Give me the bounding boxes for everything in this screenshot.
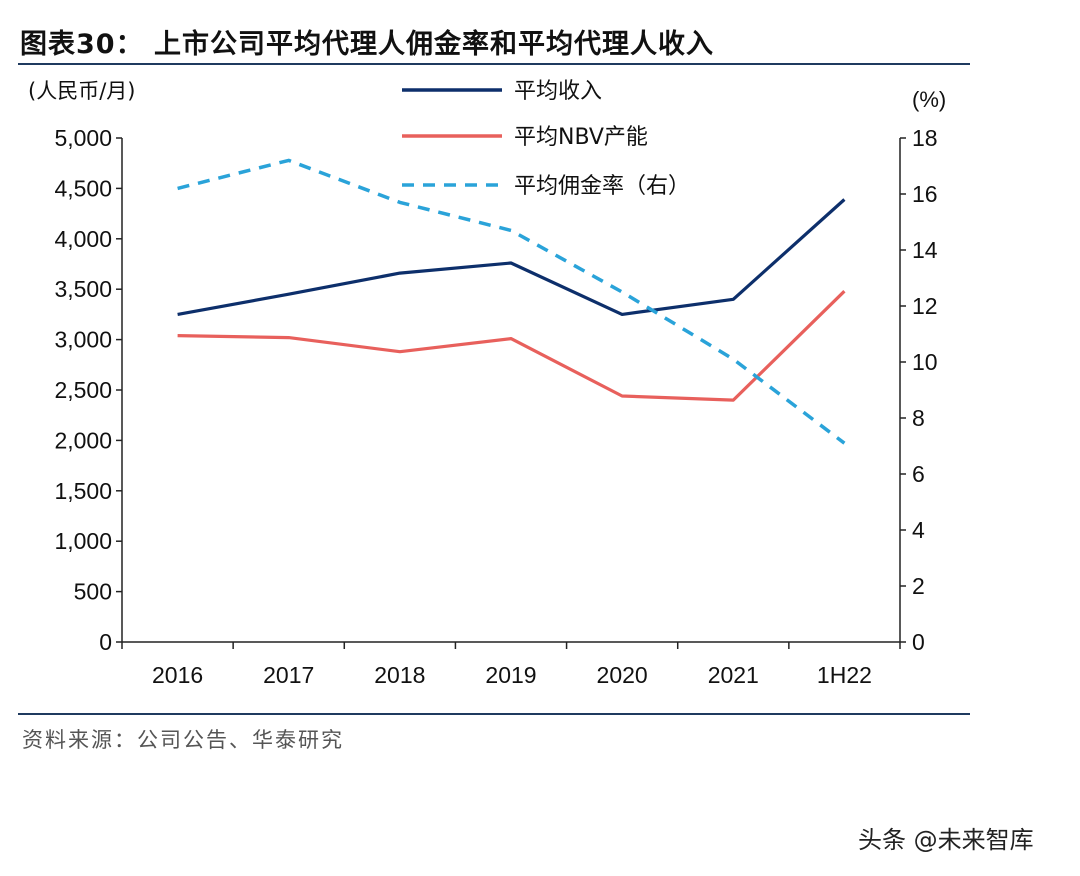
right-axis-unit-label: (%)	[912, 87, 946, 112]
left-axis-tick-label: 3,500	[54, 276, 112, 302]
left-axis-tick-label: 500	[74, 579, 112, 605]
line-chart: 0 500 1,000 1,500 2,000 2,500 3,000 3,500 4,000 4…	[28, 79, 946, 688]
x-axis-tick-label: 2016	[152, 662, 203, 688]
right-axis-tick-label: 14	[912, 237, 938, 263]
axes: 0 500 1,000 1,500 2,000 2,500 3,000 3,500 4,000 4…	[54, 125, 937, 688]
x-axis-tick-label: 2017	[263, 662, 314, 688]
right-axis-tick-label: 6	[912, 461, 925, 487]
legend-label: 平均收入	[514, 79, 602, 104]
watermark-text: 头条 @未来智库	[858, 826, 1034, 854]
right-axis-tick-label: 10	[912, 349, 938, 375]
left-axis-tick-label: 1,000	[54, 528, 112, 554]
right-axis-tick-label: 4	[912, 517, 925, 543]
left-axis-tick-label: 2,500	[54, 377, 112, 403]
left-axis-tick-label: 0	[99, 629, 112, 655]
x-axis-tick-label: 2020	[597, 662, 648, 688]
right-axis-tick-label: 18	[912, 125, 938, 151]
bottom-rule	[18, 713, 970, 715]
left-axis-unit-label: (人民币/月)	[28, 79, 135, 103]
right-axis-tick-label: 16	[912, 181, 938, 207]
x-axis-tick-label: 2018	[374, 662, 425, 688]
legend-label: 平均佣金率（右）	[514, 174, 690, 199]
source-note: 资料来源：公司公告、华泰研究	[22, 728, 344, 752]
x-axis-tick-label: 2019	[485, 662, 536, 688]
right-axis-tick-label: 0	[912, 629, 925, 655]
x-axis-tick-label: 2021	[708, 662, 759, 688]
legend-label: 平均NBV产能	[514, 125, 648, 150]
series-line-2	[177, 290, 846, 402]
left-axis-tick-label: 5,000	[54, 125, 112, 151]
series-line-3	[177, 158, 846, 445]
left-axis-tick-label: 4,500	[54, 175, 112, 201]
series-line-1	[177, 198, 846, 316]
watermark: 头条 @未来智库	[858, 820, 1034, 855]
left-axis-tick-label: 2,000	[54, 427, 112, 453]
right-axis-tick-label: 8	[912, 405, 925, 431]
right-axis-tick-label: 12	[912, 293, 938, 319]
series-layer	[177, 158, 846, 445]
left-axis-tick-label: 3,000	[54, 327, 112, 353]
top-rule	[18, 63, 970, 65]
left-axis-tick-label: 4,000	[54, 226, 112, 252]
right-axis-tick-label: 2	[912, 573, 925, 599]
x-axis-tick-label: 1H22	[817, 662, 872, 688]
figure-title: 图表30： 上市公司平均代理人佣金率和平均代理人收入	[20, 29, 714, 60]
left-axis-tick-label: 1,500	[54, 478, 112, 504]
